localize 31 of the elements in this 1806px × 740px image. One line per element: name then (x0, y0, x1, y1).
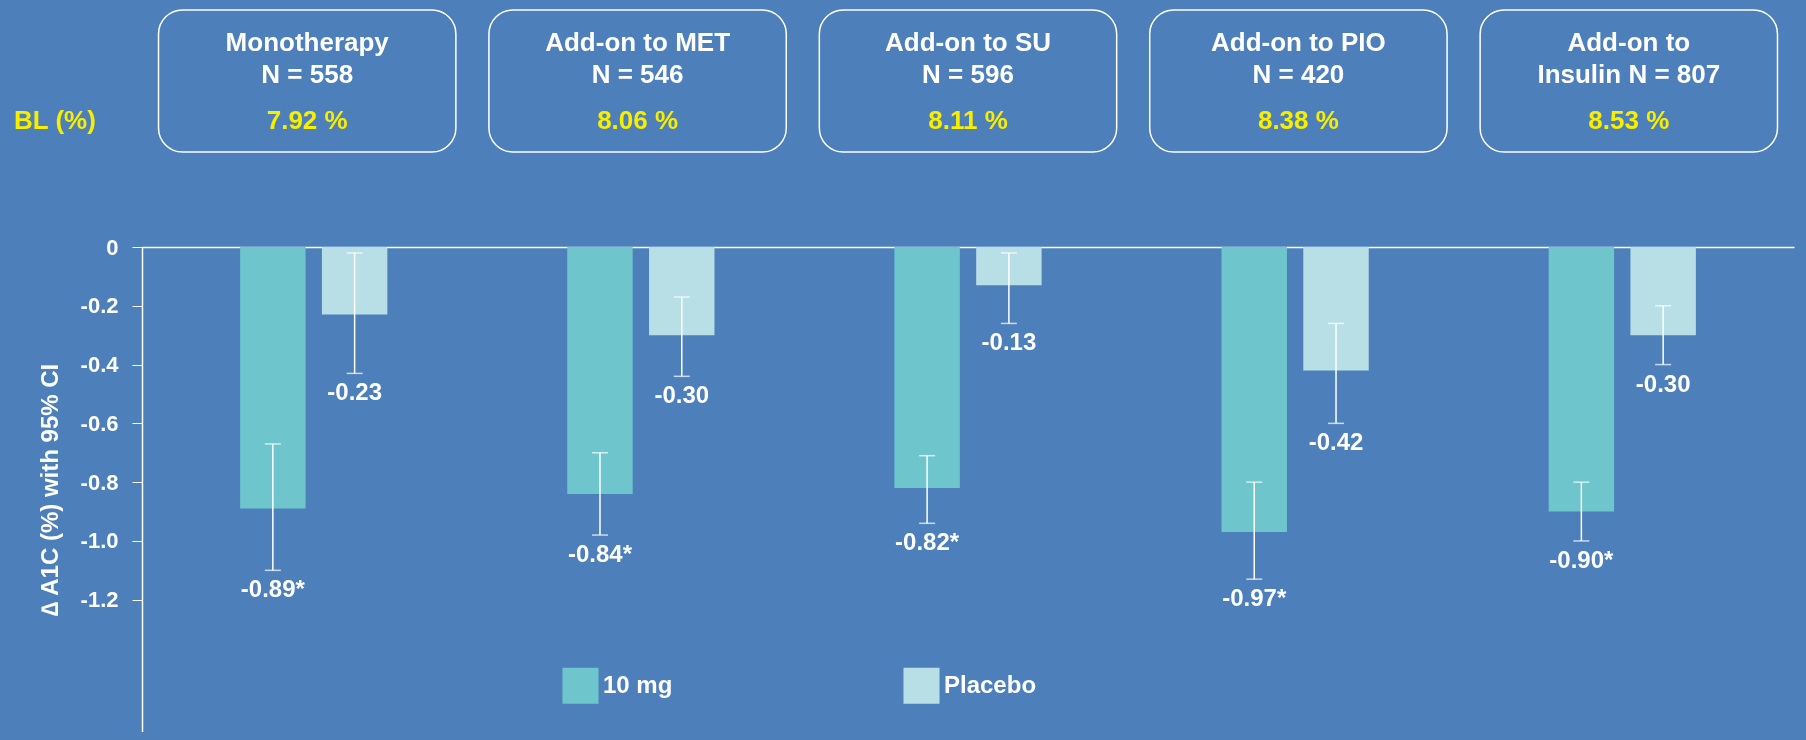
data-label: -0.13 (981, 328, 1037, 356)
y-tick-label: -1.0 (80, 528, 119, 554)
x-tick-label: Add-on to SU N = 596 (884, 27, 1052, 89)
text: 8.38 % (1257, 105, 1339, 135)
y-tick-label: -0.6 (80, 410, 119, 436)
x-tick-label: Monotherapy N = 558 (225, 27, 390, 89)
x-tick-label: Add-on to PIO N = 420 (1211, 27, 1386, 89)
legend-label: 10 mg (603, 670, 673, 698)
text: BL (%) (14, 105, 96, 135)
text: 7.92 % (266, 105, 348, 135)
x-tick-label: Add-on to MET N = 546 (545, 27, 731, 89)
y-tick-label: -1.2 (80, 587, 119, 613)
y-axis-title: ∆ A1C (%) with 95% CI (35, 363, 63, 617)
data-label: -0.89* (240, 575, 306, 603)
data-label: -0.30 (1635, 369, 1691, 397)
data-label: -0.97* (1222, 584, 1287, 612)
data-label: -0.84* (567, 540, 633, 568)
y-tick-label: -0.4 (80, 352, 120, 378)
legend-label: Placebo (944, 670, 1037, 698)
text: 8.11 % (928, 105, 1008, 135)
x-tick-label: Add-on to Insulin N = 807 (1537, 27, 1721, 89)
data-label: -0.90* (1549, 545, 1615, 573)
text: 8.53 % (1588, 105, 1670, 135)
data-label: -0.82* (895, 528, 960, 556)
data-label: -0.23 (327, 378, 382, 406)
data-label: -0.42 (1308, 428, 1364, 456)
data-label: -0.30 (654, 381, 710, 409)
y-tick-label: 0 (106, 234, 119, 260)
y-tick-label: -0.8 (80, 469, 119, 495)
text: 8.06 % (597, 105, 679, 135)
y-tick-label: -0.2 (80, 293, 119, 319)
